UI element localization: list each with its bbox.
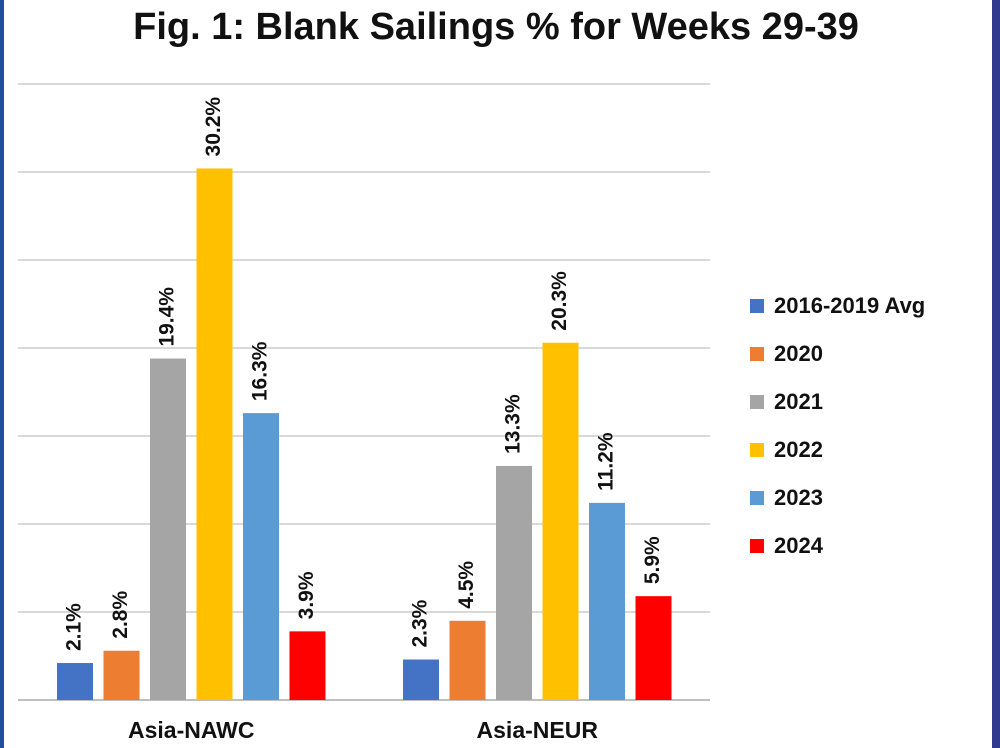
bar	[589, 502, 625, 700]
legend-item: 2024	[750, 522, 925, 570]
bar	[542, 342, 579, 700]
bar	[449, 620, 486, 700]
bar	[150, 358, 186, 700]
legend-label: 2024	[774, 533, 823, 558]
legend-swatch	[750, 395, 764, 409]
category-label: Asia-NEUR	[477, 717, 599, 743]
data-label: 3.9%	[295, 571, 318, 619]
chart-title: Fig. 1: Blank Sailings % for Weeks 29-39	[133, 6, 859, 48]
data-label: 11.2%	[595, 432, 618, 491]
legend-item: 2016-2019 Avg	[750, 282, 925, 330]
bar	[289, 631, 326, 700]
data-label: 16.3%	[249, 341, 272, 401]
data-label: 4.5%	[455, 561, 478, 609]
legend-swatch	[750, 299, 764, 313]
legend-swatch	[750, 491, 764, 505]
data-label: 2.8%	[109, 591, 132, 639]
data-label: 30.2%	[202, 97, 225, 157]
data-label: 2.1%	[63, 603, 86, 651]
data-label: 13.3%	[502, 394, 525, 454]
legend-label: 2022	[774, 437, 823, 462]
legend-label: 2023	[774, 485, 823, 510]
legend-swatch	[750, 347, 764, 361]
bar	[496, 465, 532, 700]
legend-item: 2020	[750, 330, 925, 378]
legend-label: 2020	[774, 341, 823, 366]
category-label: Asia-NAWC	[128, 717, 255, 743]
frame-left-edge	[0, 0, 4, 748]
legend-swatch	[750, 539, 764, 553]
data-label: 2.3%	[409, 599, 432, 647]
legend-item: 2021	[750, 378, 925, 426]
bar	[196, 168, 233, 701]
legend-label: 2016-2019 Avg	[774, 293, 926, 318]
legend-item: 2023	[750, 474, 925, 522]
data-label: 5.9%	[641, 536, 664, 584]
data-label: 19.4%	[156, 287, 179, 347]
bar	[103, 650, 140, 700]
chart-legend: 2016-2019 Avg 2020 2021 2022 2023 2024	[750, 282, 925, 570]
legend-swatch	[750, 443, 764, 457]
bar	[243, 413, 279, 700]
frame-right-edge	[992, 0, 1000, 748]
legend-item: 2022	[750, 426, 925, 474]
bar	[403, 659, 439, 700]
data-label: 20.3%	[548, 271, 571, 331]
legend-label: 2021	[774, 389, 823, 414]
bar	[635, 596, 672, 700]
bar	[57, 663, 93, 700]
